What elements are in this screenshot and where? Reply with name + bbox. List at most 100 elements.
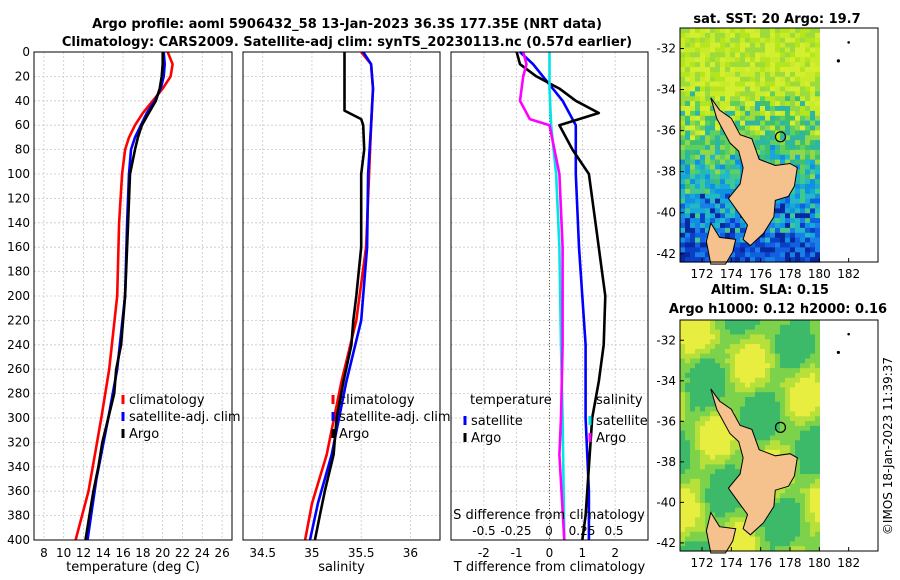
map-cell [725,454,731,461]
map-cell [725,106,731,112]
map-cell [710,135,716,141]
map-cell [695,208,701,214]
map-cell [690,339,696,345]
map-cell [690,62,696,68]
map-cell [775,42,781,49]
map-cell [685,411,691,417]
map-cell [745,353,751,360]
map-cell [745,536,751,542]
map-cell [685,406,691,412]
map-cell [780,377,786,384]
map-cell [785,130,791,136]
map-cell [815,120,821,127]
map-cell [810,223,816,229]
map-cell [770,512,776,518]
map-cell [785,377,791,384]
map-cell [780,86,786,92]
map-cell [705,164,711,170]
map-cell [690,440,696,446]
map-y-tick-label: -36 [656,414,676,428]
map-cell [800,125,806,131]
map-cell [740,76,746,83]
map-cell [685,382,691,388]
map-cell [680,37,686,44]
map-cell [815,106,821,112]
map-cell [800,188,806,195]
map-cell [810,512,816,518]
map-cell [685,164,691,170]
map-cell [755,96,761,102]
map-cell [770,227,776,234]
map-cell [755,32,761,39]
map-cell [755,86,761,92]
map-cell [740,37,746,44]
map-cell [710,169,716,175]
map-cell [800,526,806,533]
map-cell [720,67,726,73]
map-cell [710,507,716,514]
map-cell [685,101,691,107]
map-cell [685,425,691,432]
map-cell [695,416,701,422]
map-cell [770,110,776,117]
map-cell [810,478,816,485]
map-cell [750,344,756,350]
map-cell [775,154,781,161]
map-cell [715,188,721,195]
map-cell [735,149,741,156]
map-cell [775,406,781,412]
map-cell [685,247,691,253]
map-cell [710,125,716,131]
map-cell [685,512,691,518]
map-cell [680,531,686,538]
map-cell [755,430,761,437]
map-cell [785,541,791,547]
map-cell [690,37,696,44]
map-cell [740,406,746,412]
map-y-tick-label: -32 [656,333,676,347]
map-cell [800,488,806,494]
map-cell [710,32,716,39]
map-cell [680,449,686,456]
map-cell [760,531,766,538]
map-cell [815,213,821,219]
map-cell [730,57,736,63]
map-cell [740,57,746,63]
map-cell [725,193,731,200]
map-cell [745,252,751,258]
map-cell [805,474,811,480]
map-cell [780,101,786,107]
map-cell [775,237,781,244]
map-cell [725,159,731,166]
map-cell [690,512,696,518]
map-cell [805,115,811,122]
map-cell [800,145,806,151]
map-cell [710,344,716,350]
map-cell [805,363,811,369]
map-cell [795,96,801,102]
map-cell [695,130,701,136]
map-cell [685,67,691,73]
map-cell [700,372,706,379]
map-cell [710,464,716,470]
map-cell [725,145,731,151]
map-cell [760,130,766,136]
map-cell [810,320,816,326]
map-cell [690,324,696,331]
map-cell [770,406,776,412]
map-frame [679,27,879,263]
map-cell [680,464,686,470]
map-cell [800,348,806,355]
map-cell [810,435,816,441]
map-cell [720,454,726,461]
map-cell [695,76,701,83]
map-cell [740,47,746,53]
map-cell [720,368,726,374]
map-cell [695,541,701,547]
map-y-tick-label: -34 [656,374,676,388]
map-cell [740,81,746,88]
map-cell [740,101,746,107]
map-cell [720,512,726,518]
map-cell [750,106,756,112]
sst-map: 172 174 176 178 180 182-32-34-36-38-40-42 [656,27,879,281]
